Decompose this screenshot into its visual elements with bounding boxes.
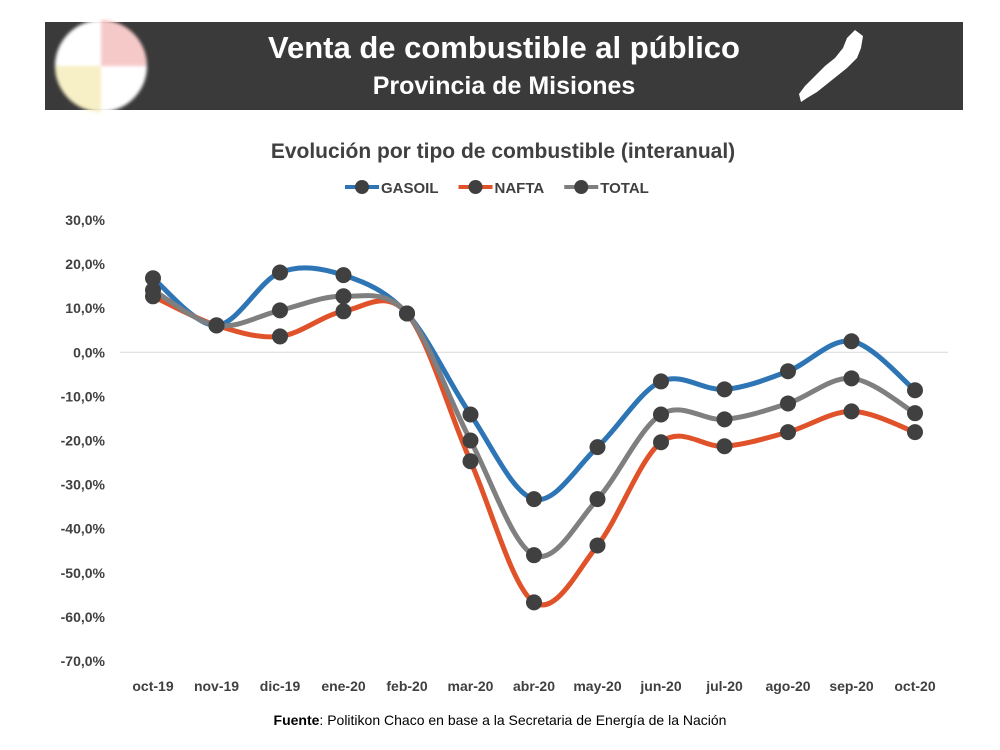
data-point-total — [462, 432, 479, 449]
data-point-total — [208, 317, 225, 334]
data-point-nafta — [272, 328, 288, 345]
data-point-total — [843, 370, 860, 387]
legend-item-nafta: NAFTA — [458, 180, 545, 197]
x-tick-label: oct-20 — [894, 678, 935, 694]
data-point-total — [145, 282, 161, 299]
data-point-nafta — [462, 453, 479, 470]
svg-text:NAFTA: NAFTA — [495, 180, 545, 197]
y-tick-label: 20,0% — [65, 256, 105, 272]
header-banner: Venta de combustible al público Provinci… — [45, 20, 963, 112]
misiones-map-icon — [799, 30, 863, 102]
x-tick-label: abr-20 — [513, 678, 555, 694]
x-tick-label: sep-20 — [829, 678, 874, 694]
x-tick-label: may-20 — [573, 678, 621, 694]
svg-text:TOTAL: TOTAL — [600, 180, 649, 197]
data-point-total — [272, 302, 288, 319]
data-point-gasoil — [716, 381, 733, 398]
x-tick-label: oct-19 — [132, 678, 173, 694]
y-tick-label: -10,0% — [61, 388, 106, 404]
data-point-nafta — [589, 537, 606, 554]
legend-item-gasoil: GASOIL — [345, 180, 439, 197]
data-point-nafta — [653, 434, 669, 451]
data-point-nafta — [335, 303, 352, 320]
data-point-gasoil — [653, 373, 669, 390]
data-point-total — [399, 305, 415, 322]
x-tick-label: mar-20 — [448, 678, 494, 694]
data-point-total — [335, 288, 352, 305]
x-tick-label: ago-20 — [765, 678, 810, 694]
series-line-gasoil — [151, 265, 917, 503]
data-point-nafta — [843, 403, 860, 420]
chart-title: Evolución por tipo de combustible (inter… — [271, 140, 735, 163]
data-point-gasoil — [843, 333, 860, 350]
x-tick-label: jun-20 — [639, 678, 681, 694]
x-tick-label: feb-20 — [386, 678, 427, 694]
y-tick-label: 10,0% — [65, 300, 105, 316]
data-point-gasoil — [780, 363, 796, 380]
source-note: Fuente: Politikon Chaco en base a la Sec… — [0, 712, 1000, 728]
y-tick-label: -60,0% — [61, 609, 106, 625]
data-point-total — [653, 406, 669, 423]
data-point-total — [780, 395, 796, 412]
line-chart: Evolución por tipo de combustible (inter… — [61, 140, 948, 694]
x-tick-label: ene-20 — [321, 678, 366, 694]
y-tick-label: -20,0% — [61, 433, 106, 449]
data-point-gasoil — [907, 382, 923, 399]
y-tick-label: -70,0% — [61, 653, 106, 669]
data-point-total — [716, 411, 733, 428]
y-tick-label: -40,0% — [61, 521, 106, 537]
x-tick-label: nov-19 — [194, 678, 239, 694]
source-label: Fuente — [273, 712, 320, 728]
svg-text:GASOIL: GASOIL — [381, 180, 439, 197]
data-point-nafta — [780, 424, 796, 441]
x-tick-label: jul-20 — [705, 678, 743, 694]
data-point-gasoil — [335, 267, 352, 284]
y-tick-label: -30,0% — [61, 477, 106, 493]
data-point-nafta — [716, 438, 733, 455]
header-title: Venta de combustible al público — [268, 30, 740, 65]
politikon-logo — [55, 20, 147, 112]
data-point-gasoil — [145, 270, 161, 287]
legend: GASOIL NAFTA TOTAL — [345, 180, 649, 197]
y-tick-label: 0,0% — [73, 344, 105, 360]
x-tick-label: dic-19 — [260, 678, 301, 694]
data-point-total — [526, 547, 542, 564]
data-point-gasoil — [526, 491, 542, 508]
data-point-nafta — [526, 594, 542, 611]
y-tick-label: 30,0% — [65, 212, 105, 228]
series-line-total — [151, 287, 917, 560]
data-point-gasoil — [462, 406, 479, 423]
source-text: : Politikon Chaco en base a la Secretari… — [319, 712, 727, 728]
header-subtitle: Provincia de Misiones — [372, 72, 636, 100]
data-point-total — [589, 491, 606, 508]
y-tick-label: -50,0% — [61, 565, 106, 581]
data-point-total — [907, 405, 923, 422]
legend-item-total: TOTAL — [564, 180, 649, 197]
data-point-nafta — [907, 424, 923, 441]
data-point-gasoil — [272, 264, 288, 281]
data-point-gasoil — [589, 439, 606, 456]
